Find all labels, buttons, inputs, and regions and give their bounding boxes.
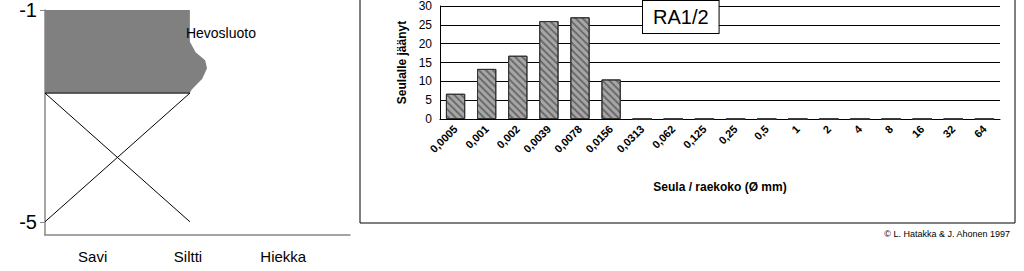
- svg-text:2: 2: [820, 123, 833, 136]
- svg-text:1: 1: [789, 123, 802, 136]
- svg-text:8: 8: [883, 123, 896, 136]
- svg-text:0,0156: 0,0156: [583, 123, 615, 155]
- svg-text:16: 16: [909, 123, 926, 140]
- svg-text:Seulalle jäänyt: Seulalle jäänyt: [395, 21, 409, 104]
- svg-text:5: 5: [425, 93, 432, 107]
- svg-text:20: 20: [419, 37, 433, 51]
- svg-text:0,062: 0,062: [650, 123, 678, 151]
- svg-text:0,0039: 0,0039: [521, 123, 553, 155]
- svg-text:30: 30: [419, 0, 433, 13]
- svg-text:32: 32: [940, 123, 957, 140]
- svg-text:-5: -5: [19, 211, 37, 233]
- svg-text:Hevosluoto: Hevosluoto: [186, 25, 256, 41]
- svg-text:0,5: 0,5: [752, 123, 771, 142]
- svg-text:0,0078: 0,0078: [552, 123, 584, 155]
- svg-text:RA1/2: RA1/2: [653, 6, 709, 28]
- svg-text:0: 0: [425, 112, 432, 126]
- svg-text:0,001: 0,001: [463, 123, 491, 151]
- svg-text:© L. Hatakka & J. Ahonen 1997: © L. Hatakka & J. Ahonen 1997: [884, 229, 1010, 239]
- svg-text:4: 4: [851, 122, 864, 135]
- svg-text:10: 10: [419, 74, 433, 88]
- svg-text:Siltti: Siltti: [174, 248, 202, 265]
- svg-text:15: 15: [419, 56, 433, 70]
- svg-text:0,25: 0,25: [716, 123, 740, 147]
- svg-text:Seula / raekoko (Ø mm): Seula / raekoko (Ø mm): [653, 180, 786, 194]
- svg-text:64: 64: [972, 122, 990, 140]
- svg-text:Hiekka: Hiekka: [260, 248, 307, 265]
- svg-text:Savi: Savi: [78, 248, 107, 265]
- svg-text:0,002: 0,002: [494, 123, 522, 151]
- svg-text:25: 25: [419, 18, 433, 32]
- svg-text:-1: -1: [19, 0, 37, 21]
- svg-text:0,0313: 0,0313: [614, 123, 646, 155]
- svg-text:0,0005: 0,0005: [428, 123, 460, 155]
- svg-text:0,125: 0,125: [681, 123, 709, 151]
